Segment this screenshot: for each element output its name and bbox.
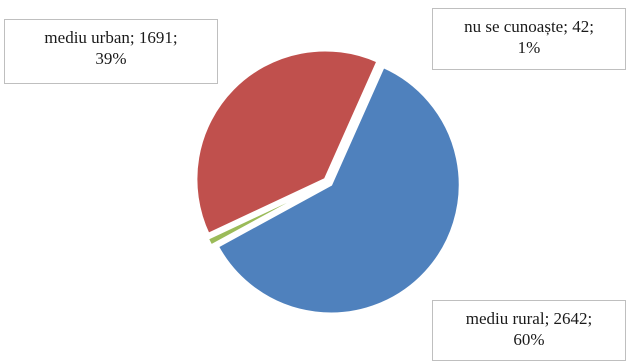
pie-slice-nu-se-cunoaste: [206, 182, 326, 247]
data-label-mediu-rural-line1: mediu rural; 2642;: [465, 309, 593, 328]
data-label-mediu-urban-line1: mediu urban; 1691;: [44, 28, 178, 47]
data-label-nu-se-cunoaste-line1: nu se cunoaște; 42;: [464, 17, 594, 36]
data-label-mediu-urban-line2: 39%: [95, 49, 127, 68]
pie-slice-mediu-rural: [216, 65, 462, 315]
data-label-mediu-urban: mediu urban; 1691; 39%: [4, 19, 218, 84]
data-label-nu-se-cunoaste: nu se cunoaște; 42; 1%: [432, 8, 626, 70]
pie-slices: [194, 48, 462, 315]
pie-slice-mediu-urban: [194, 48, 379, 236]
data-label-nu-se-cunoaste-line2: 1%: [517, 38, 541, 57]
data-label-mediu-rural: mediu rural; 2642; 60%: [432, 300, 626, 361]
data-label-mediu-rural-line2: 60%: [513, 330, 545, 349]
